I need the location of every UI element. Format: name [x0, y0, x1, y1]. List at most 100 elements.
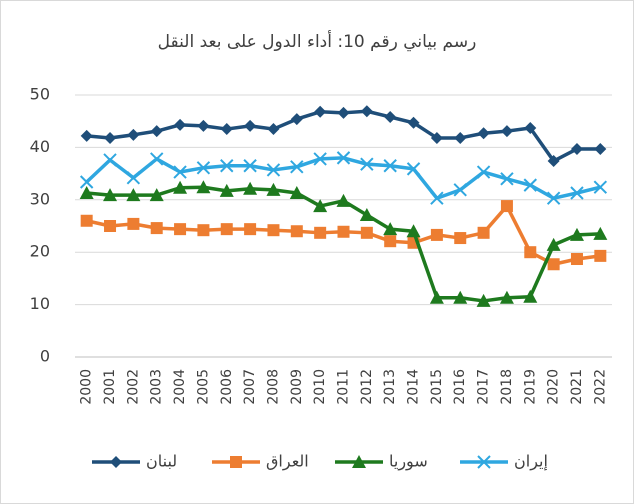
x-tick-label: 2015 [429, 369, 445, 405]
marker [500, 125, 513, 138]
marker [360, 226, 373, 239]
x-tick-label: 2002 [125, 369, 141, 405]
marker [197, 119, 210, 132]
marker [524, 122, 537, 135]
marker [383, 159, 397, 173]
marker [104, 131, 117, 144]
marker [570, 253, 583, 266]
marker [430, 191, 444, 205]
marker [266, 182, 281, 196]
marker [267, 123, 280, 136]
marker [477, 455, 491, 469]
x-tick-label: 2009 [289, 369, 305, 405]
marker [126, 171, 141, 185]
marker [219, 183, 234, 197]
marker [430, 228, 443, 241]
marker [150, 125, 163, 138]
marker [196, 180, 211, 194]
y-tick-label: 30 [30, 189, 50, 208]
marker [477, 127, 490, 140]
marker [352, 455, 366, 468]
marker [244, 119, 257, 132]
x-tick-label: 2010 [312, 369, 328, 405]
marker [104, 220, 117, 232]
marker [594, 249, 607, 262]
x-tick-label: 2019 [522, 369, 538, 405]
x-tick-label: 2018 [499, 369, 515, 405]
marker [384, 235, 397, 248]
marker [127, 217, 140, 230]
marker [546, 191, 561, 205]
marker [453, 290, 468, 304]
marker [290, 160, 304, 174]
marker [500, 172, 514, 186]
marker [173, 180, 188, 194]
x-tick-label: 2017 [476, 369, 492, 405]
marker [594, 142, 607, 155]
marker [593, 226, 608, 240]
x-tick-label: 2011 [336, 369, 352, 405]
marker [476, 165, 491, 179]
marker [230, 456, 242, 468]
marker [197, 224, 210, 237]
marker [337, 106, 350, 119]
marker [220, 159, 234, 173]
marker [407, 116, 420, 129]
marker [453, 183, 467, 197]
marker [383, 222, 398, 236]
marker [79, 175, 94, 189]
x-tick-label: 2003 [149, 369, 165, 405]
x-tick-label: 2006 [219, 369, 235, 405]
y-tick-label: 40 [30, 137, 50, 156]
marker [196, 161, 211, 175]
y-tick-label: 10 [30, 294, 50, 313]
x-tick-label: 2000 [79, 369, 95, 405]
marker [477, 226, 490, 239]
marker [429, 290, 444, 304]
y-tick-label: 20 [30, 242, 50, 261]
marker [313, 152, 327, 166]
marker [314, 226, 327, 239]
marker [103, 188, 118, 202]
y-tick-label: 0 [40, 347, 50, 366]
marker [500, 200, 513, 213]
marker [220, 123, 233, 136]
marker [290, 113, 303, 126]
x-tick-label: 2012 [359, 369, 375, 405]
marker [173, 165, 187, 179]
legend-label: لبنان [146, 452, 177, 471]
marker [336, 151, 351, 165]
marker [523, 178, 537, 192]
marker [360, 105, 373, 118]
marker [384, 111, 397, 124]
marker [220, 223, 233, 236]
marker [243, 159, 257, 173]
marker [524, 246, 537, 259]
x-tick-label: 2013 [382, 369, 398, 405]
marker [430, 131, 443, 144]
marker [174, 118, 187, 131]
marker [569, 227, 584, 241]
marker [150, 152, 164, 166]
marker [359, 207, 374, 221]
chart-title: رسم بياني رقم 10: أداء الدول على بعد الن… [158, 30, 477, 52]
marker [476, 293, 491, 307]
marker [243, 181, 258, 195]
x-tick-label: 2016 [452, 369, 468, 405]
marker [126, 188, 141, 202]
marker [313, 199, 328, 213]
marker [406, 224, 421, 238]
marker [570, 142, 583, 155]
marker [523, 289, 538, 303]
x-tick-label: 2005 [195, 369, 211, 405]
x-tick-label: 2008 [265, 369, 281, 405]
marker [150, 222, 163, 235]
marker [570, 186, 584, 200]
marker [454, 232, 467, 245]
marker [244, 223, 257, 236]
marker [110, 456, 122, 468]
marker [406, 162, 421, 176]
marker [149, 188, 164, 202]
marker [80, 129, 93, 142]
